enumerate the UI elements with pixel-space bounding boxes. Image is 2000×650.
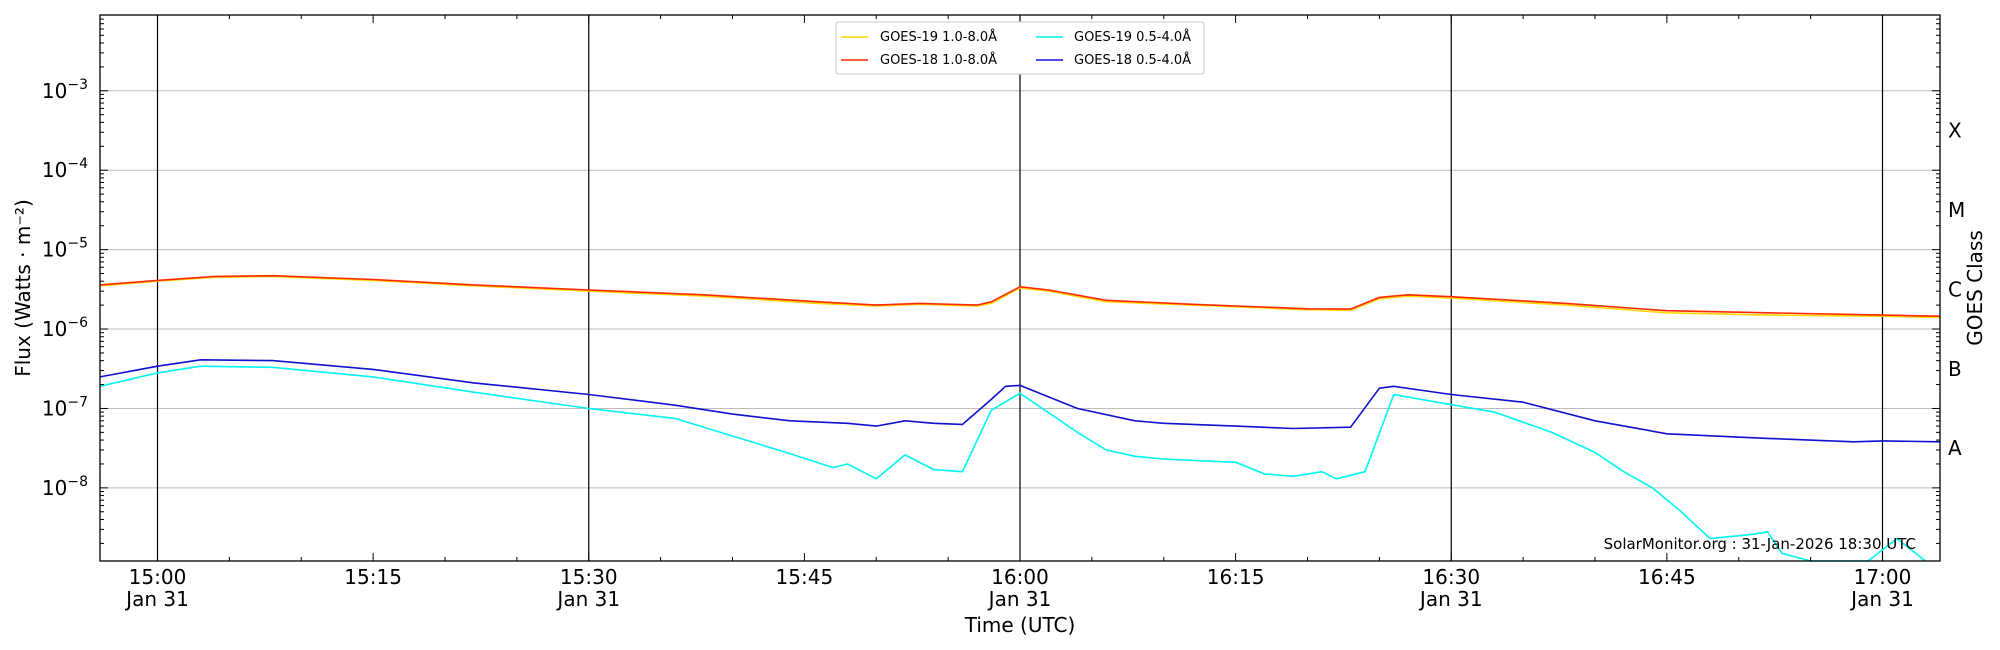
x-tick-date-label: Jan 31 <box>124 587 189 611</box>
x-tick-label: 16:15 <box>1207 565 1265 589</box>
y-axis-title: Flux (Watts · m⁻²) <box>11 199 35 377</box>
legend: GOES-19 1.0-8.0Å GOES-18 1.0-8.0Å GOES-1… <box>835 21 1205 75</box>
legend-label-goes19-long: GOES-19 1.0-8.0Å <box>880 29 997 45</box>
y-axis-ticks: 10−8 10−7 10−6 10−5 10−4 10−3 <box>42 18 1940 544</box>
x-tick-label: 16:45 <box>1638 565 1696 589</box>
series-line-3 <box>99 358 1941 443</box>
goes-class-label: C <box>1948 277 1962 301</box>
series-lines <box>99 274 1941 562</box>
y-tick-label: 10−4 <box>42 156 88 182</box>
series-line-1 <box>99 274 1941 317</box>
x-tick-label: 16:00 <box>991 565 1049 589</box>
x-tick-date-label: Jan 31 <box>1418 587 1483 611</box>
x-tick-label: 15:00 <box>129 565 187 589</box>
x-tick-date-label: Jan 31 <box>555 587 620 611</box>
right-axis-title: GOES Class <box>1963 230 1987 346</box>
x-tick-label: 17:00 <box>1854 565 1912 589</box>
legend-box <box>835 21 1205 75</box>
series-line-2 <box>99 365 1927 562</box>
series-line-0 <box>99 275 1941 319</box>
legend-label-goes19-short: GOES-19 0.5-4.0Å <box>1074 29 1191 45</box>
x-tick-date-label: Jan 31 <box>1849 587 1914 611</box>
goes-class-label: B <box>1948 357 1962 381</box>
goes-class-labels: A B C M X <box>1948 119 1965 461</box>
legend-label-goes18-long: GOES-18 1.0-8.0Å <box>880 52 997 68</box>
y-tick-label: 10−6 <box>42 315 88 341</box>
y-tick-label: 10−7 <box>42 394 88 420</box>
y-tick-label: 10−8 <box>42 474 88 500</box>
x-tick-label: 15:45 <box>776 565 834 589</box>
goes-class-label: A <box>1948 436 1962 460</box>
x-tick-label: 16:30 <box>1422 565 1480 589</box>
credit-text: SolarMonitor.org : 31-Jan-2026 18:30 UTC <box>1604 535 1916 553</box>
x-tick-label: 15:30 <box>560 565 618 589</box>
goes-class-label: X <box>1948 119 1962 143</box>
x-tick-label: 15:15 <box>344 565 402 589</box>
x-tick-date-label: Jan 31 <box>987 587 1052 611</box>
grid <box>100 15 1940 561</box>
y-tick-label: 10−5 <box>42 236 88 262</box>
goes-class-label: M <box>1948 198 1965 222</box>
x-axis-title: Time (UTC) <box>964 613 1076 637</box>
legend-label-goes18-short: GOES-18 0.5-4.0Å <box>1074 52 1191 68</box>
y-tick-label: 10−3 <box>42 77 88 103</box>
